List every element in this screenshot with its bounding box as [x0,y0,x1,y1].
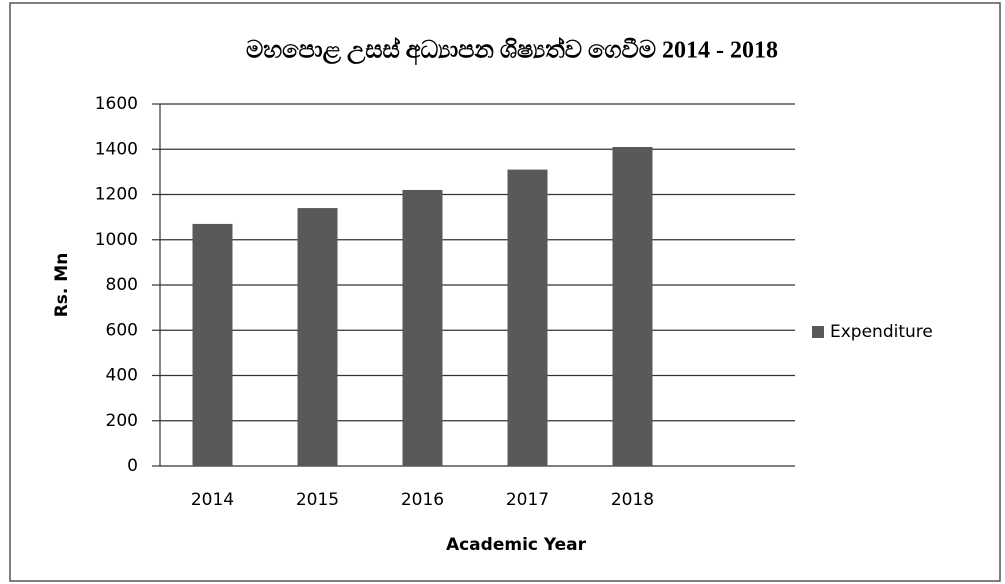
bar [612,146,653,467]
x-tick-label: 2015 [296,490,339,510]
bar [192,223,233,466]
chart-border [9,2,1001,582]
bar [402,189,443,466]
y-tick-label: 800 [106,275,138,295]
y-tick-label: 1000 [95,230,138,250]
bar [297,208,338,466]
x-tick-label: 2018 [611,490,654,510]
y-tick-label: 0 [127,456,138,476]
chart-title: මහපොළ උසස් අධ්‍යාපන ශිෂ්‍යත්ව ගෙවීම 2014… [246,35,778,65]
y-tick-label: 400 [106,366,138,386]
y-tick-label: 1400 [95,139,138,159]
y-tick-label: 1200 [95,185,138,205]
legend-swatch [812,326,824,338]
y-tick-label: 200 [106,411,138,431]
legend-label: Expenditure [830,322,933,342]
y-tick-label: 600 [106,320,138,340]
y-tick-label: 1600 [95,94,138,114]
x-tick-label: 2014 [191,490,234,510]
x-tick-label: 2016 [401,490,444,510]
x-axis-label: Academic Year [446,535,587,555]
x-tick-label: 2017 [506,490,549,510]
bar [507,169,548,467]
y-axis-label: Rs. Mn [52,253,72,318]
